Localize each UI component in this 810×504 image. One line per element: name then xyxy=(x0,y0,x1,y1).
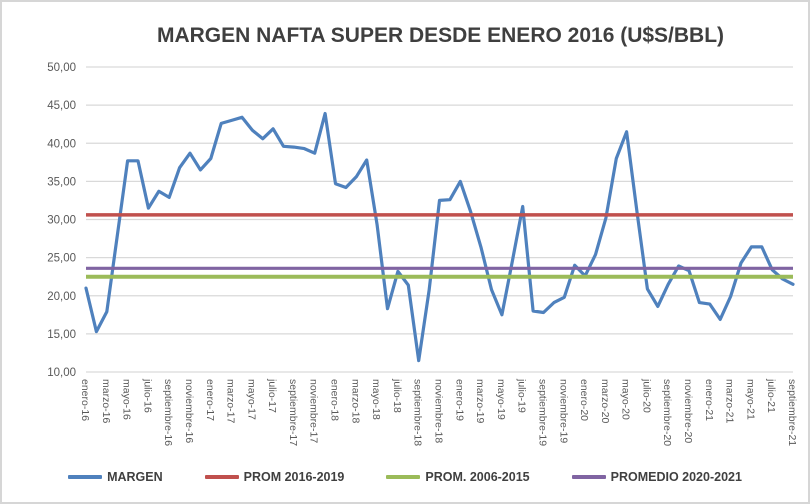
x-axis-tick-label: enero-20 xyxy=(578,379,590,421)
x-axis-tick-label: enero-17 xyxy=(204,379,216,421)
legend-label: MARGEN xyxy=(107,470,163,484)
x-axis-tick-label: julio-18 xyxy=(391,378,403,413)
y-axis-tick-label: 50,00 xyxy=(47,62,76,74)
y-axis-tick-label: 10,00 xyxy=(47,367,76,379)
x-axis-tick-label: mayo-20 xyxy=(620,379,632,420)
x-axis-tick-label: marzo-21 xyxy=(724,379,736,424)
x-axis-tick-label: mayo-16 xyxy=(121,379,133,420)
x-axis-tick-label: septiembre-21 xyxy=(786,379,798,446)
y-axis-tick-label: 45,00 xyxy=(47,100,76,112)
y-axis-tick-label: 35,00 xyxy=(47,176,76,188)
x-axis-tick-label: enero-16 xyxy=(79,379,91,421)
legend-label: PROM 2016-2019 xyxy=(243,470,345,484)
x-axis-tick-label: enero-18 xyxy=(329,379,341,421)
x-axis-tick-label: noviembre-20 xyxy=(682,379,694,443)
y-axis-tick-label: 30,00 xyxy=(47,215,76,227)
x-axis-tick-label: julio-17 xyxy=(266,378,278,413)
x-axis-tick-label: enero-21 xyxy=(703,379,715,421)
x-axis-tick-label: septiembre-20 xyxy=(661,379,673,446)
x-axis-tick-label: marzo-19 xyxy=(474,379,486,424)
legend-line-swatch xyxy=(204,475,239,479)
x-axis-tick-label: marzo-18 xyxy=(349,379,361,424)
x-axis-tick-label: mayo-18 xyxy=(370,379,382,420)
x-axis-tick-label: noviembre-16 xyxy=(183,379,195,443)
legend-item-promedio-2020-2021: PROMEDIO 2020-2021 xyxy=(571,470,742,484)
x-axis-tick-label: julio-19 xyxy=(516,378,528,413)
x-axis-tick-label: julio-21 xyxy=(765,378,777,413)
x-axis-tick-label: mayo-21 xyxy=(744,379,756,420)
x-axis-tick-label: septiembre-18 xyxy=(412,379,424,446)
x-axis-tick-label: julio-16 xyxy=(141,378,153,413)
legend-line-swatch xyxy=(571,475,606,479)
y-axis-tick-label: 20,00 xyxy=(47,291,76,303)
x-axis-tick-label: marzo-16 xyxy=(100,379,112,424)
legend-line-swatch xyxy=(386,475,421,479)
margen-series-line xyxy=(84,111,795,363)
x-axis-tick-label: septiembre-17 xyxy=(287,379,299,446)
legend-label: PROM. 2006-2015 xyxy=(425,470,530,484)
legend: MARGEN PROM 2016-2019 PROM. 2006-2015 PROME… xyxy=(2,470,808,484)
x-axis-tick-label: julio-20 xyxy=(640,378,652,413)
legend-item-prom-2016-2019: PROM 2016-2019 xyxy=(204,470,345,484)
x-axis-tick-label: septiembre-16 xyxy=(162,379,174,446)
x-axis-tick-label: noviembre-18 xyxy=(433,379,445,443)
x-axis-tick-label: marzo-20 xyxy=(599,379,611,424)
legend-line-swatch xyxy=(68,475,103,479)
x-axis-tick-label: noviembre-19 xyxy=(557,379,569,443)
x-axis-tick-label: noviembre-17 xyxy=(308,379,320,443)
legend-label: PROMEDIO 2020-2021 xyxy=(610,470,742,484)
chart-title: MARGEN NAFTA SUPER DESDE ENERO 2016 (U$S… xyxy=(156,24,725,47)
y-axis-tick-label: 40,00 xyxy=(47,138,76,150)
x-axis-tick-label: enero-19 xyxy=(453,379,465,421)
y-axis-tick-label: 15,00 xyxy=(47,329,76,341)
legend-item-margen: MARGEN xyxy=(68,470,163,484)
x-axis-tick-label: septiembre-19 xyxy=(536,379,548,446)
x-axis-tick-label: marzo-17 xyxy=(225,379,237,424)
x-axis-tick-label: mayo-17 xyxy=(245,379,257,420)
y-axis-tick-label: 25,00 xyxy=(47,253,76,265)
x-axis-tick-label: mayo-19 xyxy=(495,379,507,420)
legend-item-prom-2006-2015: PROM. 2006-2015 xyxy=(386,470,530,484)
